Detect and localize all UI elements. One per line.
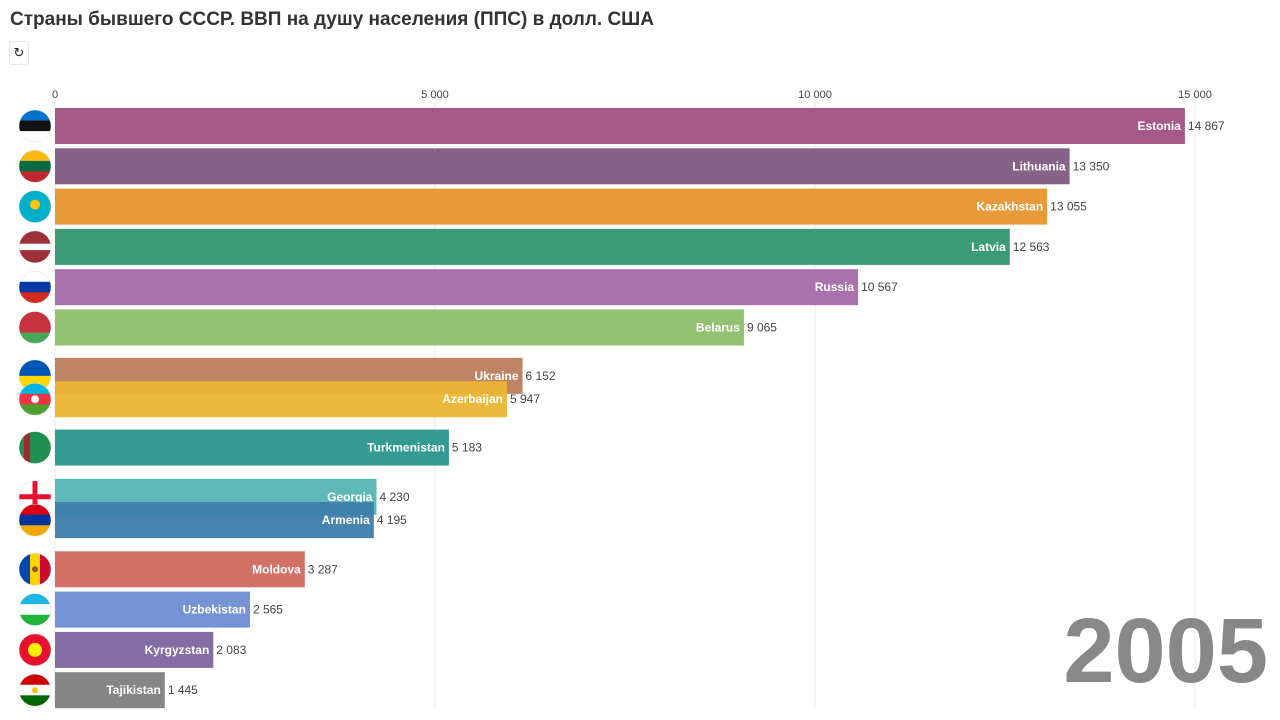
bar-moldova[interactable] xyxy=(55,551,305,588)
bar-group-azerbaijan: Azerbaijan 5 947 xyxy=(55,381,540,418)
bar-tajikistan[interactable] xyxy=(55,672,165,709)
bar-value-label: 1 445 xyxy=(168,683,198,697)
uzbekistan-flag-icon xyxy=(19,593,51,626)
bar-group-moldova: Moldova 3 287 xyxy=(55,551,338,588)
bar-group-latvia: Latvia 12 563 xyxy=(55,228,1050,265)
kazakhstan-flag-icon xyxy=(19,190,51,223)
bar-name-label: Tajikistan xyxy=(106,683,160,697)
bar-name-label: Kazakhstan xyxy=(976,200,1043,214)
bar-azerbaijan[interactable] xyxy=(55,381,507,418)
bar-group-turkmenistan: Turkmenistan 5 183 xyxy=(55,429,482,466)
bar-belarus[interactable] xyxy=(55,309,744,346)
x-tick-label: 0 xyxy=(52,89,58,101)
bar-group-lithuania: Lithuania 13 350 xyxy=(55,148,1110,185)
armenia-flag-icon xyxy=(19,504,51,537)
bar-name-label: Kyrgyzstan xyxy=(145,643,210,657)
bar-group-tajikistan: Tajikistan 1 445 xyxy=(55,672,198,709)
bar-value-label: 4 230 xyxy=(379,490,409,504)
bar-name-label: Ukraine xyxy=(475,369,519,383)
bar-uzbekistan[interactable] xyxy=(55,591,250,628)
bar-value-label: 4 195 xyxy=(377,513,407,527)
bar-armenia[interactable] xyxy=(55,502,374,539)
bar-turkmenistan[interactable] xyxy=(55,429,449,466)
bar-value-label: 2 565 xyxy=(253,603,283,617)
x-tick-label: 5 000 xyxy=(421,89,449,101)
bar-name-label: Uzbekistan xyxy=(183,603,246,617)
bar-name-label: Lithuania xyxy=(1012,159,1066,173)
bar-value-label: 9 065 xyxy=(747,321,777,335)
bar-kyrgyzstan[interactable] xyxy=(55,631,214,668)
replay-icon[interactable]: ↻ xyxy=(9,41,29,65)
lithuania-flag-icon xyxy=(19,150,51,183)
bar-name-label: Latvia xyxy=(971,240,1006,254)
bar-value-label: 6 152 xyxy=(526,369,556,383)
bar-value-label: 13 055 xyxy=(1050,200,1087,214)
latvia-flag-icon xyxy=(19,230,51,263)
bar-value-label: 14 867 xyxy=(1188,119,1225,133)
bar-value-label: 10 567 xyxy=(861,280,898,294)
x-tick-label: 15 000 xyxy=(1178,89,1212,101)
bar-name-label: Turkmenistan xyxy=(367,441,445,455)
bar-group-kyrgyzstan: Kyrgyzstan 2 083 xyxy=(55,631,247,668)
bar-value-label: 3 287 xyxy=(308,562,338,576)
azerbaijan-flag-icon xyxy=(19,383,51,416)
flags-layer xyxy=(18,109,52,707)
bar-kazakhstan[interactable] xyxy=(55,188,1048,225)
bar-name-label: Armenia xyxy=(322,513,370,527)
year-label: 2005 xyxy=(1063,600,1268,702)
bar-value-label: 5 947 xyxy=(510,392,540,406)
bar-group-estonia: Estonia 14 867 xyxy=(55,108,1225,144)
belarus-flag-icon xyxy=(19,311,51,344)
russia-flag-icon xyxy=(19,271,51,304)
bar-group-uzbekistan: Uzbekistan 2 565 xyxy=(55,591,283,628)
bars-layer: Estonia 14 867 Lithuania 13 350 Kazakhstan 13… xyxy=(55,108,1225,709)
bar-group-armenia: Armenia 4 195 xyxy=(55,502,407,539)
bar-name-label: Estonia xyxy=(1138,119,1182,133)
bar-value-label: 2 083 xyxy=(216,643,246,657)
bar-name-label: Georgia xyxy=(327,490,373,504)
bar-value-label: 5 183 xyxy=(452,441,482,455)
estonia-flag-icon xyxy=(19,110,51,142)
bar-name-label: Moldova xyxy=(252,562,301,576)
bar-estonia[interactable] xyxy=(55,108,1185,144)
bar-russia[interactable] xyxy=(55,269,859,306)
chart-title: Страны бывшего СССР. ВВП на душу населен… xyxy=(10,9,654,30)
moldova-flag-icon xyxy=(19,553,51,586)
bar-latvia[interactable] xyxy=(55,228,1010,265)
bar-name-label: Russia xyxy=(815,280,855,294)
bar-value-label: 12 563 xyxy=(1013,240,1050,254)
tajikistan-flag-icon xyxy=(19,674,51,707)
bar-name-label: Azerbaijan xyxy=(442,392,503,406)
bar-lithuania[interactable] xyxy=(55,148,1070,185)
bar-group-belarus: Belarus 9 065 xyxy=(55,309,777,346)
bar-value-label: 13 350 xyxy=(1073,159,1110,173)
kyrgyzstan-flag-icon xyxy=(19,633,51,666)
x-tick-label: 10 000 xyxy=(798,89,832,101)
bar-name-label: Belarus xyxy=(696,321,740,335)
turkmenistan-flag-icon xyxy=(19,431,51,464)
bar-group-kazakhstan: Kazakhstan 13 055 xyxy=(55,188,1087,225)
bar-group-russia: Russia 10 567 xyxy=(55,269,898,306)
